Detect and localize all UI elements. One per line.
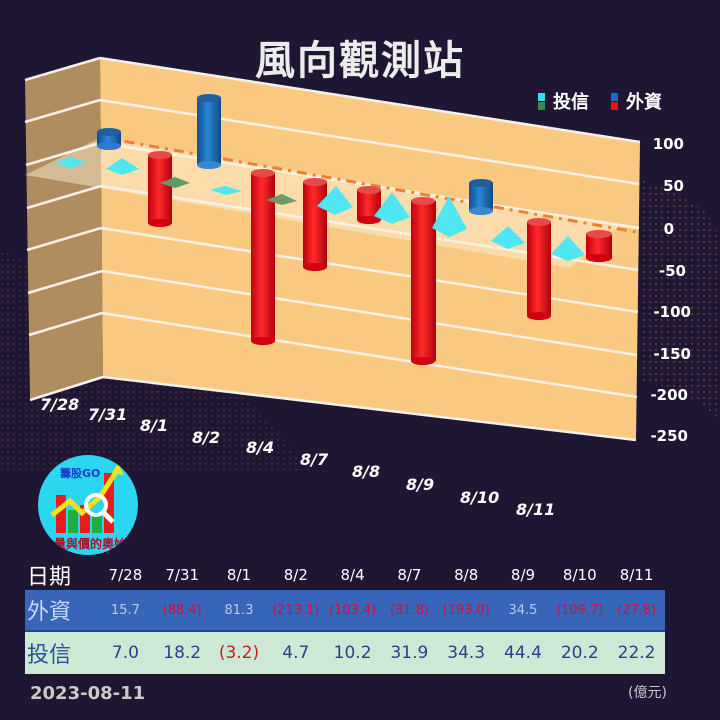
foreign-value: (31.8) — [389, 602, 429, 618]
report-date: 2023-08-11 — [30, 683, 146, 704]
y-tick: -100 — [653, 303, 691, 321]
brand-logo: 籌股GO 量與價的奧妙 — [38, 455, 138, 555]
foreign-value: 15.7 — [110, 602, 140, 618]
header-date: 8/8 — [454, 566, 479, 584]
x-tick: 7/28 — [40, 395, 80, 414]
bar-0804 — [303, 178, 327, 271]
x-tick: 8/2 — [192, 428, 221, 447]
bar-0811 — [586, 230, 612, 262]
y-tick: -150 — [653, 345, 691, 363]
table-row-foreign: 外資 15.7 (88.4) 81.3 (213.1) (103.4) (31.… — [25, 590, 665, 632]
header-label: 日期 — [27, 565, 72, 590]
data-table: 日期 7/28 7/31 8/1 8/2 8/4 8/7 8/8 8/9 8/1… — [25, 560, 665, 674]
pyr-0807 — [317, 186, 353, 215]
trust-value: 20.2 — [560, 643, 599, 663]
logo-tagline: 量與價的奧妙 — [53, 537, 126, 551]
trust-value: 18.2 — [163, 643, 202, 663]
foreign-value: 81.3 — [224, 602, 254, 618]
legend-label-foreign: 外資 — [626, 92, 662, 113]
table-row-trust: 投信 7.0 18.2 (3.2) 4.7 10.2 31.9 34.3 44.… — [25, 632, 665, 674]
bar-0731 — [148, 151, 172, 227]
foreign-value: (213.1) — [272, 602, 320, 618]
pyr-0810 — [491, 226, 525, 249]
bar-0809 — [469, 179, 493, 215]
foreign-value: 34.5 — [508, 602, 538, 618]
y-tick: 100 — [652, 135, 684, 153]
pyr-0804 — [266, 194, 297, 205]
y-tick: -50 — [658, 262, 686, 280]
row-label-foreign: 外資 — [27, 600, 72, 625]
page-title: 風向觀測站 — [255, 38, 465, 84]
legend-label-trust: 投信 — [553, 92, 589, 113]
chart-legend: 投信 外資 — [538, 88, 662, 114]
header-date: 8/11 — [619, 566, 654, 584]
pyr-0801 — [160, 177, 190, 188]
trust-value: 34.3 — [447, 643, 486, 663]
header-date: 8/4 — [340, 566, 365, 584]
foreign-bars — [97, 94, 612, 365]
side-wall — [25, 58, 103, 400]
y-tick: -250 — [650, 427, 688, 445]
x-tick: 8/1 — [140, 416, 169, 435]
bar-0807 — [357, 186, 381, 224]
trust-value: 10.2 — [333, 643, 372, 663]
y-tick: 50 — [663, 177, 684, 195]
x-tick: 8/11 — [516, 500, 556, 519]
trust-value: 31.9 — [390, 643, 429, 663]
header-date: 7/28 — [108, 566, 143, 584]
trust-value: (3.2) — [218, 643, 260, 663]
bar-0808 — [411, 197, 436, 365]
pyr-0731 — [106, 158, 139, 175]
x-tick: 8/10 — [460, 488, 500, 507]
bar-0801 — [197, 94, 221, 169]
x-tick: 8/9 — [406, 475, 435, 494]
logo-brand: 籌股GO — [60, 467, 101, 480]
back-wall — [100, 58, 640, 440]
header-date: 7/31 — [165, 566, 200, 584]
y-tick: 0 — [663, 220, 674, 238]
y-tick: -200 — [650, 386, 688, 404]
header-date: 8/1 — [226, 566, 252, 584]
x-tick: 8/7 — [300, 450, 329, 469]
x-tick: 8/4 — [246, 438, 275, 457]
bar-0728 — [97, 128, 121, 150]
chart-magnifier-icon — [50, 463, 124, 533]
foreign-value: (27.8) — [617, 602, 657, 618]
legend-swatch-trust — [538, 92, 545, 110]
bar-0810 — [527, 218, 551, 320]
trust-value: 44.4 — [504, 643, 542, 663]
zero-line — [99, 135, 637, 234]
pyr-0802 — [210, 186, 242, 195]
x-tick: 8/8 — [352, 462, 381, 481]
header-date: 8/9 — [510, 566, 536, 584]
header-date: 8/10 — [562, 566, 597, 584]
bar-0802 — [251, 169, 275, 345]
trust-value: 22.2 — [617, 643, 656, 663]
foreign-value: (109.7) — [556, 602, 604, 618]
header-date: 8/7 — [397, 566, 422, 584]
pyr-0809 — [432, 196, 467, 237]
pyr-0728 — [55, 157, 87, 168]
row-label-trust: 投信 — [27, 643, 72, 668]
pyr-0811 — [551, 236, 585, 261]
foreign-value: (193.0) — [442, 602, 490, 618]
trust-pyramids — [55, 157, 585, 261]
trust-value: 4.7 — [282, 643, 310, 663]
legend-swatch-foreign — [611, 92, 618, 110]
trust-value: 7.0 — [111, 643, 139, 663]
table-header-row: 日期 7/28 7/31 8/1 8/2 8/4 8/7 8/8 8/9 8/1… — [25, 560, 665, 590]
foreign-value: (88.4) — [162, 602, 202, 618]
foreign-value: (103.4) — [328, 602, 377, 618]
gridlines — [24, 56, 641, 442]
pyr-0808 — [374, 192, 410, 224]
header-date: 8/2 — [283, 566, 308, 584]
unit-label: (億元) — [628, 685, 667, 701]
x-tick: 7/31 — [88, 405, 128, 424]
